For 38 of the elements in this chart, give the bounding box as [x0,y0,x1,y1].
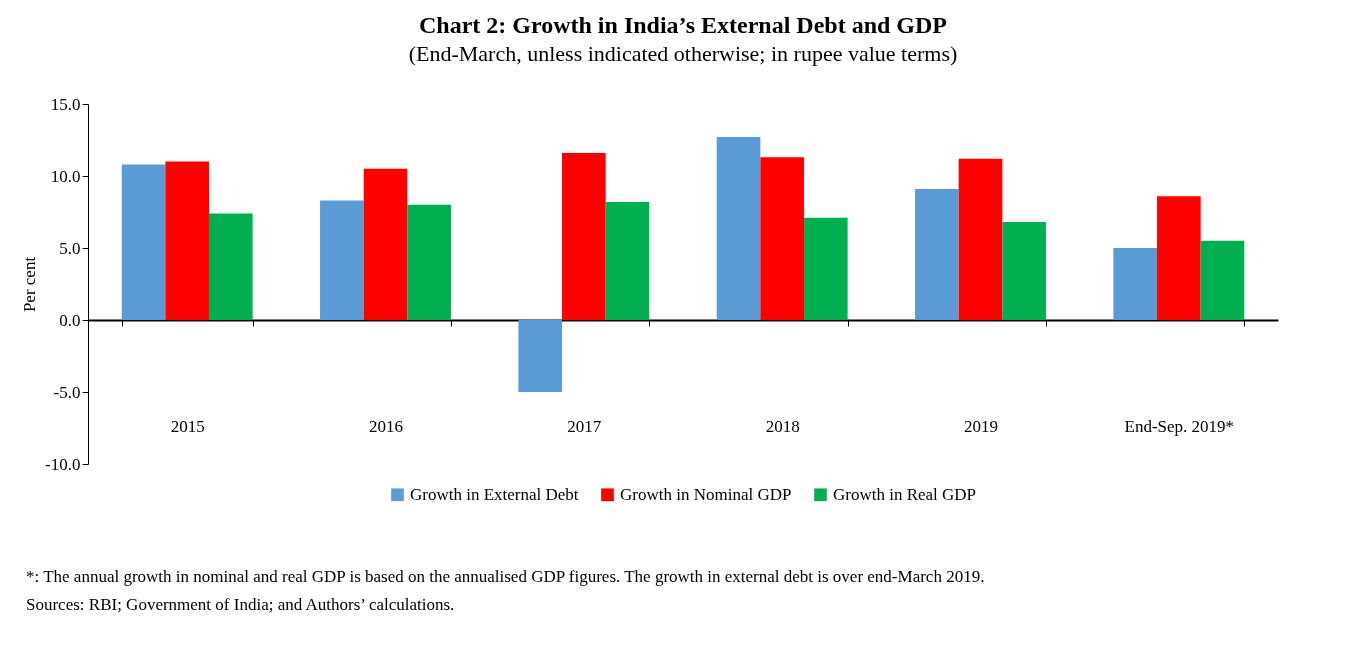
y-tick-label: -10.0 [45,454,81,474]
x-tick-label: 2019 [964,416,998,436]
legend-label: Growth in Real GDP [833,484,977,504]
chart-title: Chart 2: Growth in India’s External Debt and GDP [418,12,948,38]
bar [1200,240,1245,320]
bar [165,161,209,320]
bar [958,158,1003,320]
bar [605,201,650,320]
y-axis-title: Per cent [20,256,40,313]
legend-label: Growth in External Debt [410,484,579,504]
x-tick-label: 2018 [765,416,800,436]
x-tick-label: 2017 [567,416,602,436]
bar [208,213,253,320]
chart-subtitle: (End-March, unless indicated otherwise; in rupee value terms) [408,41,958,66]
bar [320,200,364,320]
text: *: The annual growth in nominal and real GDP is based on the annualised GDP figures. The growth in external debt is over end-March 2019. [26,566,985,588]
legend-label: Growth in Nominal GDP [620,484,792,504]
y-tick-label: 0.0 [59,310,81,330]
bar [1113,248,1158,320]
x-tick-label: End-Sep. 2019* [1124,416,1235,436]
bar [121,164,166,320]
bar [363,168,408,320]
bar [716,137,761,320]
bar [518,320,563,392]
bar [1157,196,1201,320]
bar [407,204,451,320]
y-tick-label: 10.0 [50,166,81,186]
y-tick-label: 5.0 [59,238,81,258]
source-note: Sources: RBI; Government of India; and Authors’ calculations. [26,594,456,616]
bar [1002,222,1046,320]
x-tick-label: 2015 [170,416,205,436]
bar [562,152,606,320]
bar [803,217,848,320]
y-tick-label: 15.0 [50,94,81,114]
bar [915,188,959,320]
bar [760,157,804,320]
x-tick-label: 2016 [369,416,403,436]
y-tick-label: -5.0 [53,382,81,402]
